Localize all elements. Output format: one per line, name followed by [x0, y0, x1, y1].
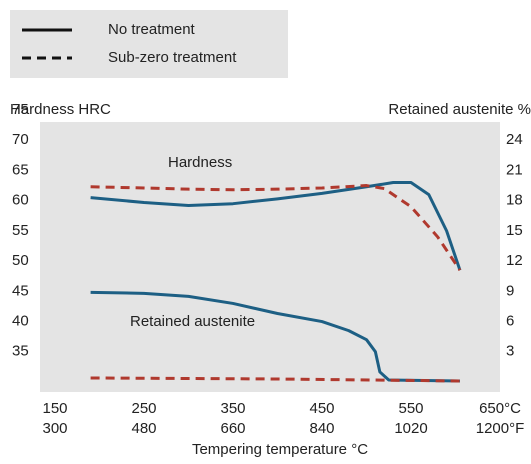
- y2-tick-label: 15: [506, 222, 523, 239]
- series-line: [90, 181, 462, 271]
- x-tick-label: 450: [309, 400, 334, 417]
- y2-tick-label: 9: [506, 282, 514, 299]
- annotation: Retained austenite: [130, 313, 255, 330]
- x2-tick-label: 300: [42, 420, 67, 437]
- y-tick-label: 35: [12, 343, 29, 360]
- x2-tick-label: 840: [309, 420, 334, 437]
- y-tick-label: 55: [12, 222, 29, 239]
- y-tick-label: 65: [12, 161, 29, 178]
- series-line: [90, 290, 460, 383]
- y2-tick-label: 18: [506, 192, 523, 209]
- annotation: Hardness: [168, 154, 232, 171]
- x-tick-label: 550: [398, 400, 423, 417]
- y2-tick-label: 24: [506, 131, 523, 148]
- y2-axis-title: Retained austenite %: [388, 101, 531, 118]
- y2-tick-label: 12: [506, 252, 523, 269]
- x2-tick-label: 660: [220, 420, 245, 437]
- y2-tick-label: 6: [506, 313, 514, 330]
- x2-tick-label: 480: [131, 420, 156, 437]
- y-tick-label: 75: [12, 101, 29, 118]
- x-tick-label: 650°C: [479, 400, 521, 417]
- legend-box: [10, 10, 288, 78]
- series-line: [90, 376, 460, 383]
- x2-tick-label: 1020: [394, 420, 427, 437]
- y2-tick-label: 3: [506, 343, 514, 360]
- y-tick-label: 70: [12, 131, 29, 148]
- y-tick-label: 40: [12, 313, 29, 330]
- legend-label: Sub-zero treatment: [108, 49, 237, 66]
- y-axis-title: Hardness HRC: [10, 101, 111, 118]
- legend-label: No treatment: [108, 21, 196, 38]
- plot-area: [40, 122, 500, 392]
- x-tick-label: 350: [220, 400, 245, 417]
- y2-tick-label: 21: [506, 161, 523, 178]
- x2-tick-label: 1200°F: [476, 420, 525, 437]
- x-axis-title: Tempering temperature °C: [192, 441, 368, 458]
- x-tick-label: 150: [42, 400, 67, 417]
- series-line: [90, 184, 462, 272]
- y-tick-label: 60: [12, 192, 29, 209]
- y-tick-label: 45: [12, 282, 29, 299]
- x-tick-label: 250: [131, 400, 156, 417]
- y-tick-label: 50: [12, 252, 29, 269]
